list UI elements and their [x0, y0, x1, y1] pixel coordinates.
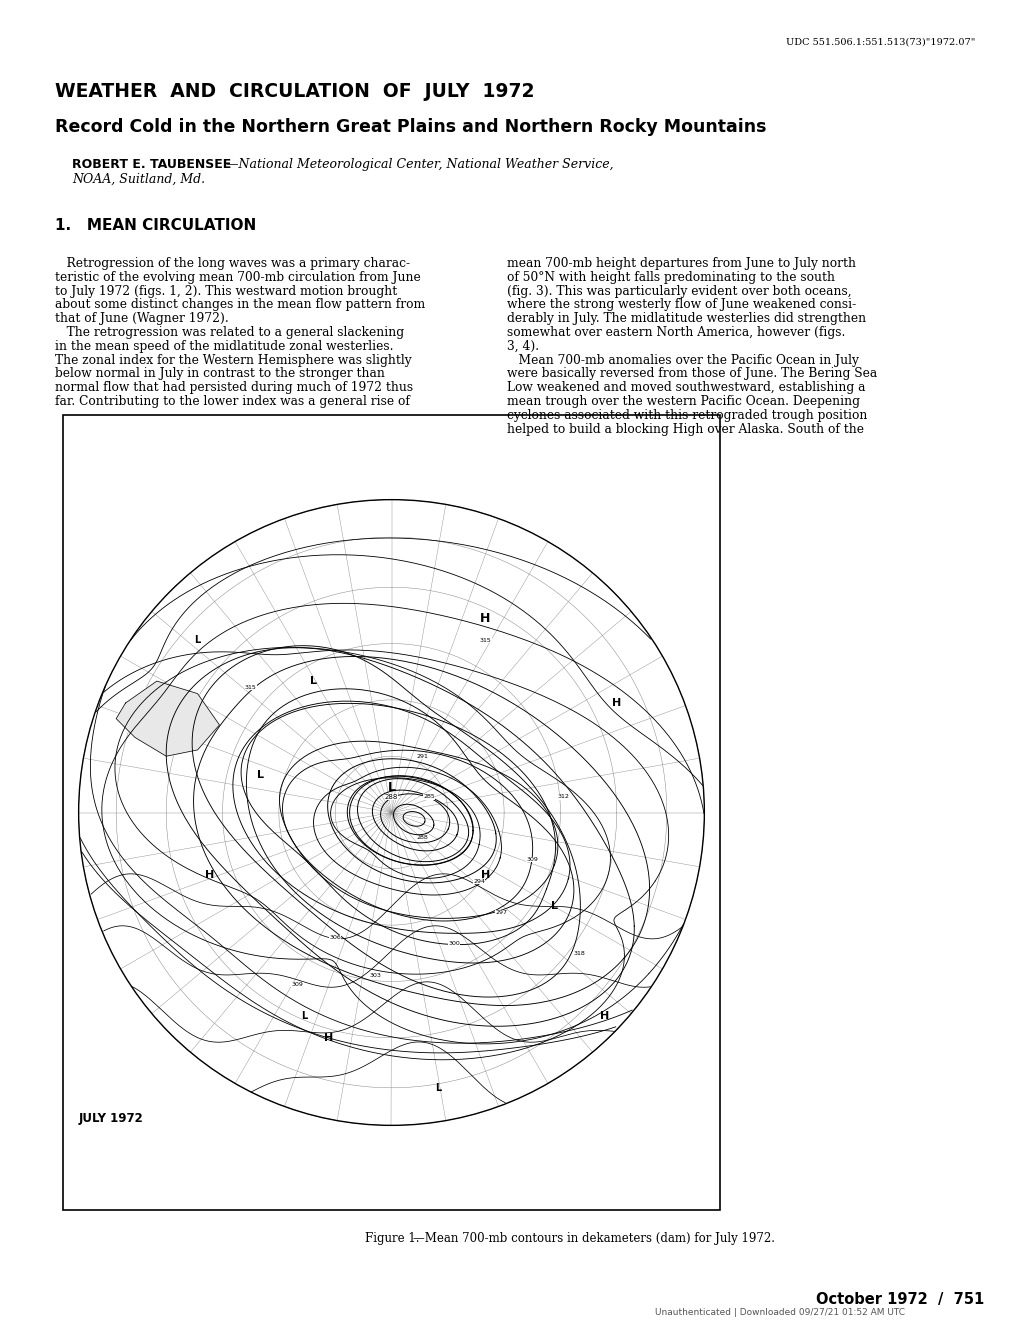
Text: Retrogression of the long waves was a primary charac-: Retrogression of the long waves was a pr…	[55, 256, 410, 270]
Text: L: L	[195, 636, 201, 645]
Text: 312: 312	[557, 795, 569, 800]
Text: —National Meteorological Center, National Weather Service,: —National Meteorological Center, Nationa…	[226, 159, 613, 171]
Text: 309: 309	[291, 982, 304, 988]
Text: H: H	[324, 1032, 333, 1043]
Text: H: H	[599, 1011, 608, 1021]
Text: Unauthenticated | Downloaded 09/27/21 01:52 AM UTC: Unauthenticated | Downloaded 09/27/21 01…	[654, 1307, 904, 1317]
Text: WEATHER  AND  CIRCULATION  OF  JULY  1972: WEATHER AND CIRCULATION OF JULY 1972	[55, 82, 534, 100]
Text: of 50°N with height falls predominating to the south: of 50°N with height falls predominating …	[506, 271, 835, 284]
Text: L: L	[257, 769, 263, 780]
Text: 300: 300	[447, 941, 460, 947]
Text: H: H	[480, 870, 489, 880]
Polygon shape	[116, 681, 219, 756]
Text: L: L	[435, 1083, 441, 1093]
Text: 315: 315	[479, 639, 491, 642]
Text: ROBERT E. TAUBENSEE: ROBERT E. TAUBENSEE	[72, 159, 231, 171]
Text: October 1972  /  751: October 1972 / 751	[815, 1292, 983, 1307]
Bar	[63, 415, 719, 1210]
Text: 318: 318	[573, 951, 585, 956]
Text: 306: 306	[329, 935, 340, 940]
Text: The zonal index for the Western Hemisphere was slightly: The zonal index for the Western Hemisphe…	[55, 353, 412, 366]
Text: L: L	[550, 902, 557, 911]
Text: 291: 291	[417, 754, 428, 759]
Text: L: L	[310, 676, 317, 686]
Text: cyclones associated with this retrograded trough position: cyclones associated with this retrograde…	[506, 408, 866, 422]
Text: 315: 315	[245, 685, 257, 690]
Text: 303: 303	[370, 973, 381, 978]
Text: in the mean speed of the midlatitude zonal westerlies.: in the mean speed of the midlatitude zon…	[55, 340, 393, 353]
Text: to July 1972 (figs. 1, 2). This westward motion brought: to July 1972 (figs. 1, 2). This westward…	[55, 284, 396, 297]
Text: Mean 700-mb anomalies over the Pacific Ocean in July: Mean 700-mb anomalies over the Pacific O…	[506, 353, 858, 366]
Text: where the strong westerly flow of June weakened consi-: where the strong westerly flow of June w…	[506, 299, 855, 312]
Text: 288: 288	[384, 793, 397, 800]
Text: mean trough over the western Pacific Ocean. Deepening: mean trough over the western Pacific Oce…	[506, 395, 859, 408]
Text: were basically reversed from those of June. The Bering Sea: were basically reversed from those of Ju…	[506, 368, 876, 381]
Text: H: H	[611, 698, 621, 709]
Text: —Mean 700-mb contours in dekameters (dam) for July 1972.: —Mean 700-mb contours in dekameters (dam…	[413, 1232, 774, 1245]
Text: mean 700-mb height departures from June to July north: mean 700-mb height departures from June …	[506, 256, 855, 270]
Text: L: L	[301, 1011, 307, 1021]
Text: (fig. 3). This was particularly evident over both oceans,: (fig. 3). This was particularly evident …	[506, 284, 851, 297]
Text: The retrogression was related to a general slackening: The retrogression was related to a gener…	[55, 327, 404, 338]
Text: derably in July. The midlatitude westerlies did strengthen: derably in July. The midlatitude westerl…	[506, 312, 865, 325]
Text: Low weakened and moved southwestward, establishing a: Low weakened and moved southwestward, es…	[506, 381, 865, 394]
Text: teristic of the evolving mean 700-mb circulation from June: teristic of the evolving mean 700-mb cir…	[55, 271, 421, 284]
Text: Figure 1.: Figure 1.	[365, 1232, 419, 1245]
Text: 294: 294	[473, 879, 485, 884]
Text: somewhat over eastern North America, however (figs.: somewhat over eastern North America, how…	[506, 327, 845, 338]
Text: NOAA, Suitland, Md.: NOAA, Suitland, Md.	[72, 173, 205, 186]
Text: 285: 285	[423, 795, 434, 800]
Text: 3, 4).: 3, 4).	[506, 340, 539, 353]
Text: 309: 309	[526, 857, 538, 862]
Text: 297: 297	[494, 910, 506, 915]
Text: JULY 1972: JULY 1972	[78, 1112, 144, 1125]
Text: helped to build a blocking High over Alaska. South of the: helped to build a blocking High over Ala…	[506, 423, 863, 436]
Text: far. Contributing to the lower index was a general rise of: far. Contributing to the lower index was…	[55, 395, 410, 408]
Text: that of June (Wagner 1972).: that of June (Wagner 1972).	[55, 312, 228, 325]
Text: 288: 288	[417, 836, 428, 839]
Text: normal flow that had persisted during much of 1972 thus: normal flow that had persisted during mu…	[55, 381, 413, 394]
Text: about some distinct changes in the mean flow pattern from: about some distinct changes in the mean …	[55, 299, 425, 312]
Text: 1.   MEAN CIRCULATION: 1. MEAN CIRCULATION	[55, 218, 256, 233]
Text: H: H	[205, 870, 214, 880]
Text: H: H	[480, 612, 490, 625]
Text: L: L	[387, 781, 395, 795]
Text: Record Cold in the Northern Great Plains and Northern Rocky Mountains: Record Cold in the Northern Great Plains…	[55, 118, 765, 136]
Text: UDC 551.506.1:551.513(73)"1972.07": UDC 551.506.1:551.513(73)"1972.07"	[785, 38, 974, 48]
Text: below normal in July in contrast to the stronger than: below normal in July in contrast to the …	[55, 368, 384, 381]
